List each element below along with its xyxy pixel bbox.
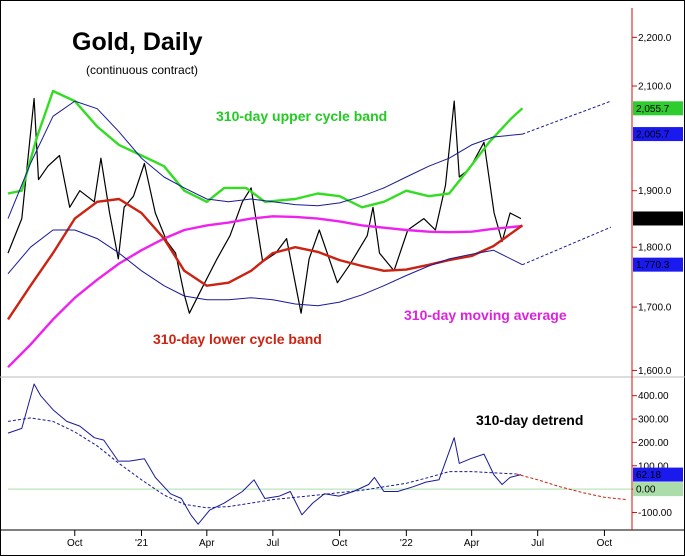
price-lower-channel-line — [7, 229, 523, 307]
lower-band-label: 310-day lower cycle band — [153, 331, 322, 347]
detrend-value-label: 62.18 — [636, 470, 661, 481]
price-y-tick-label: 1,600.0 — [638, 366, 672, 377]
detrend-label: 310-day detrend — [476, 412, 583, 428]
detrend-y-tick-label: -100.00 — [638, 508, 672, 519]
detrend-value-box — [633, 482, 683, 497]
price-value-label: 1,770.3 — [636, 260, 670, 271]
x-tick-label: Apr — [199, 538, 215, 549]
price-y-tick-label: 2,100.0 — [638, 82, 672, 93]
detrend-y-tick-label: 400.00 — [638, 391, 669, 402]
detrend-value-label: 0.00 — [636, 485, 656, 496]
detrend-y-tick-label: 300.00 — [638, 415, 669, 426]
x-tick-label: Oct — [67, 538, 83, 549]
x-tick-label: Jul — [266, 538, 279, 549]
x-tick-label: Jul — [531, 538, 544, 549]
chart-title: Gold, Daily — [72, 28, 203, 56]
price-value-box — [633, 127, 683, 142]
upper-band-label: 310-day upper cycle band — [216, 108, 387, 124]
price-value-box — [633, 211, 683, 226]
x-tick-label: Oct — [597, 538, 613, 549]
moving-average-label: 310-day moving average — [404, 307, 567, 323]
detrend-detrend-cycle-line — [7, 417, 516, 509]
price-310-day-moving-average-line — [7, 215, 523, 369]
chart-subtitle: (continuous contract) — [86, 63, 198, 77]
price-y-tick-label: 1,800.0 — [638, 243, 672, 254]
price-gold-price-line — [7, 97, 522, 314]
price-y-tick-label: 1,700.0 — [638, 303, 672, 314]
price-value-label: 2,005.7 — [636, 130, 670, 141]
detrend-detrend-projection-line — [515, 473, 627, 501]
x-tick-label: Oct — [332, 538, 348, 549]
x-tick-label: Apr — [464, 538, 480, 549]
price-value-label: 2,055.7 — [636, 104, 670, 115]
price-value-box — [633, 257, 683, 272]
detrend-y-tick-label: 200.00 — [638, 438, 669, 449]
price-upper-channel-line — [7, 100, 523, 219]
price-310-day-upper-cycle-band-line — [7, 89, 524, 209]
price-upper-channel-projection — [522, 100, 612, 135]
price-310-day-lower-cycle-band-line — [7, 197, 524, 321]
price-y-tick-label: 1,900.0 — [638, 186, 672, 197]
detrend-value-box — [633, 467, 683, 482]
x-tick-label: '21 — [135, 538, 148, 549]
price-y-tick-label: 2,200.0 — [638, 33, 672, 44]
detrend-y-tick-label: 100.00 — [638, 461, 669, 472]
price-lower-channel-projection — [522, 226, 612, 266]
detrend-detrend-line — [7, 383, 522, 525]
price-value-label: 1,850.2 — [636, 214, 670, 225]
price-value-box — [633, 101, 683, 116]
x-tick-label: '22 — [400, 538, 413, 549]
